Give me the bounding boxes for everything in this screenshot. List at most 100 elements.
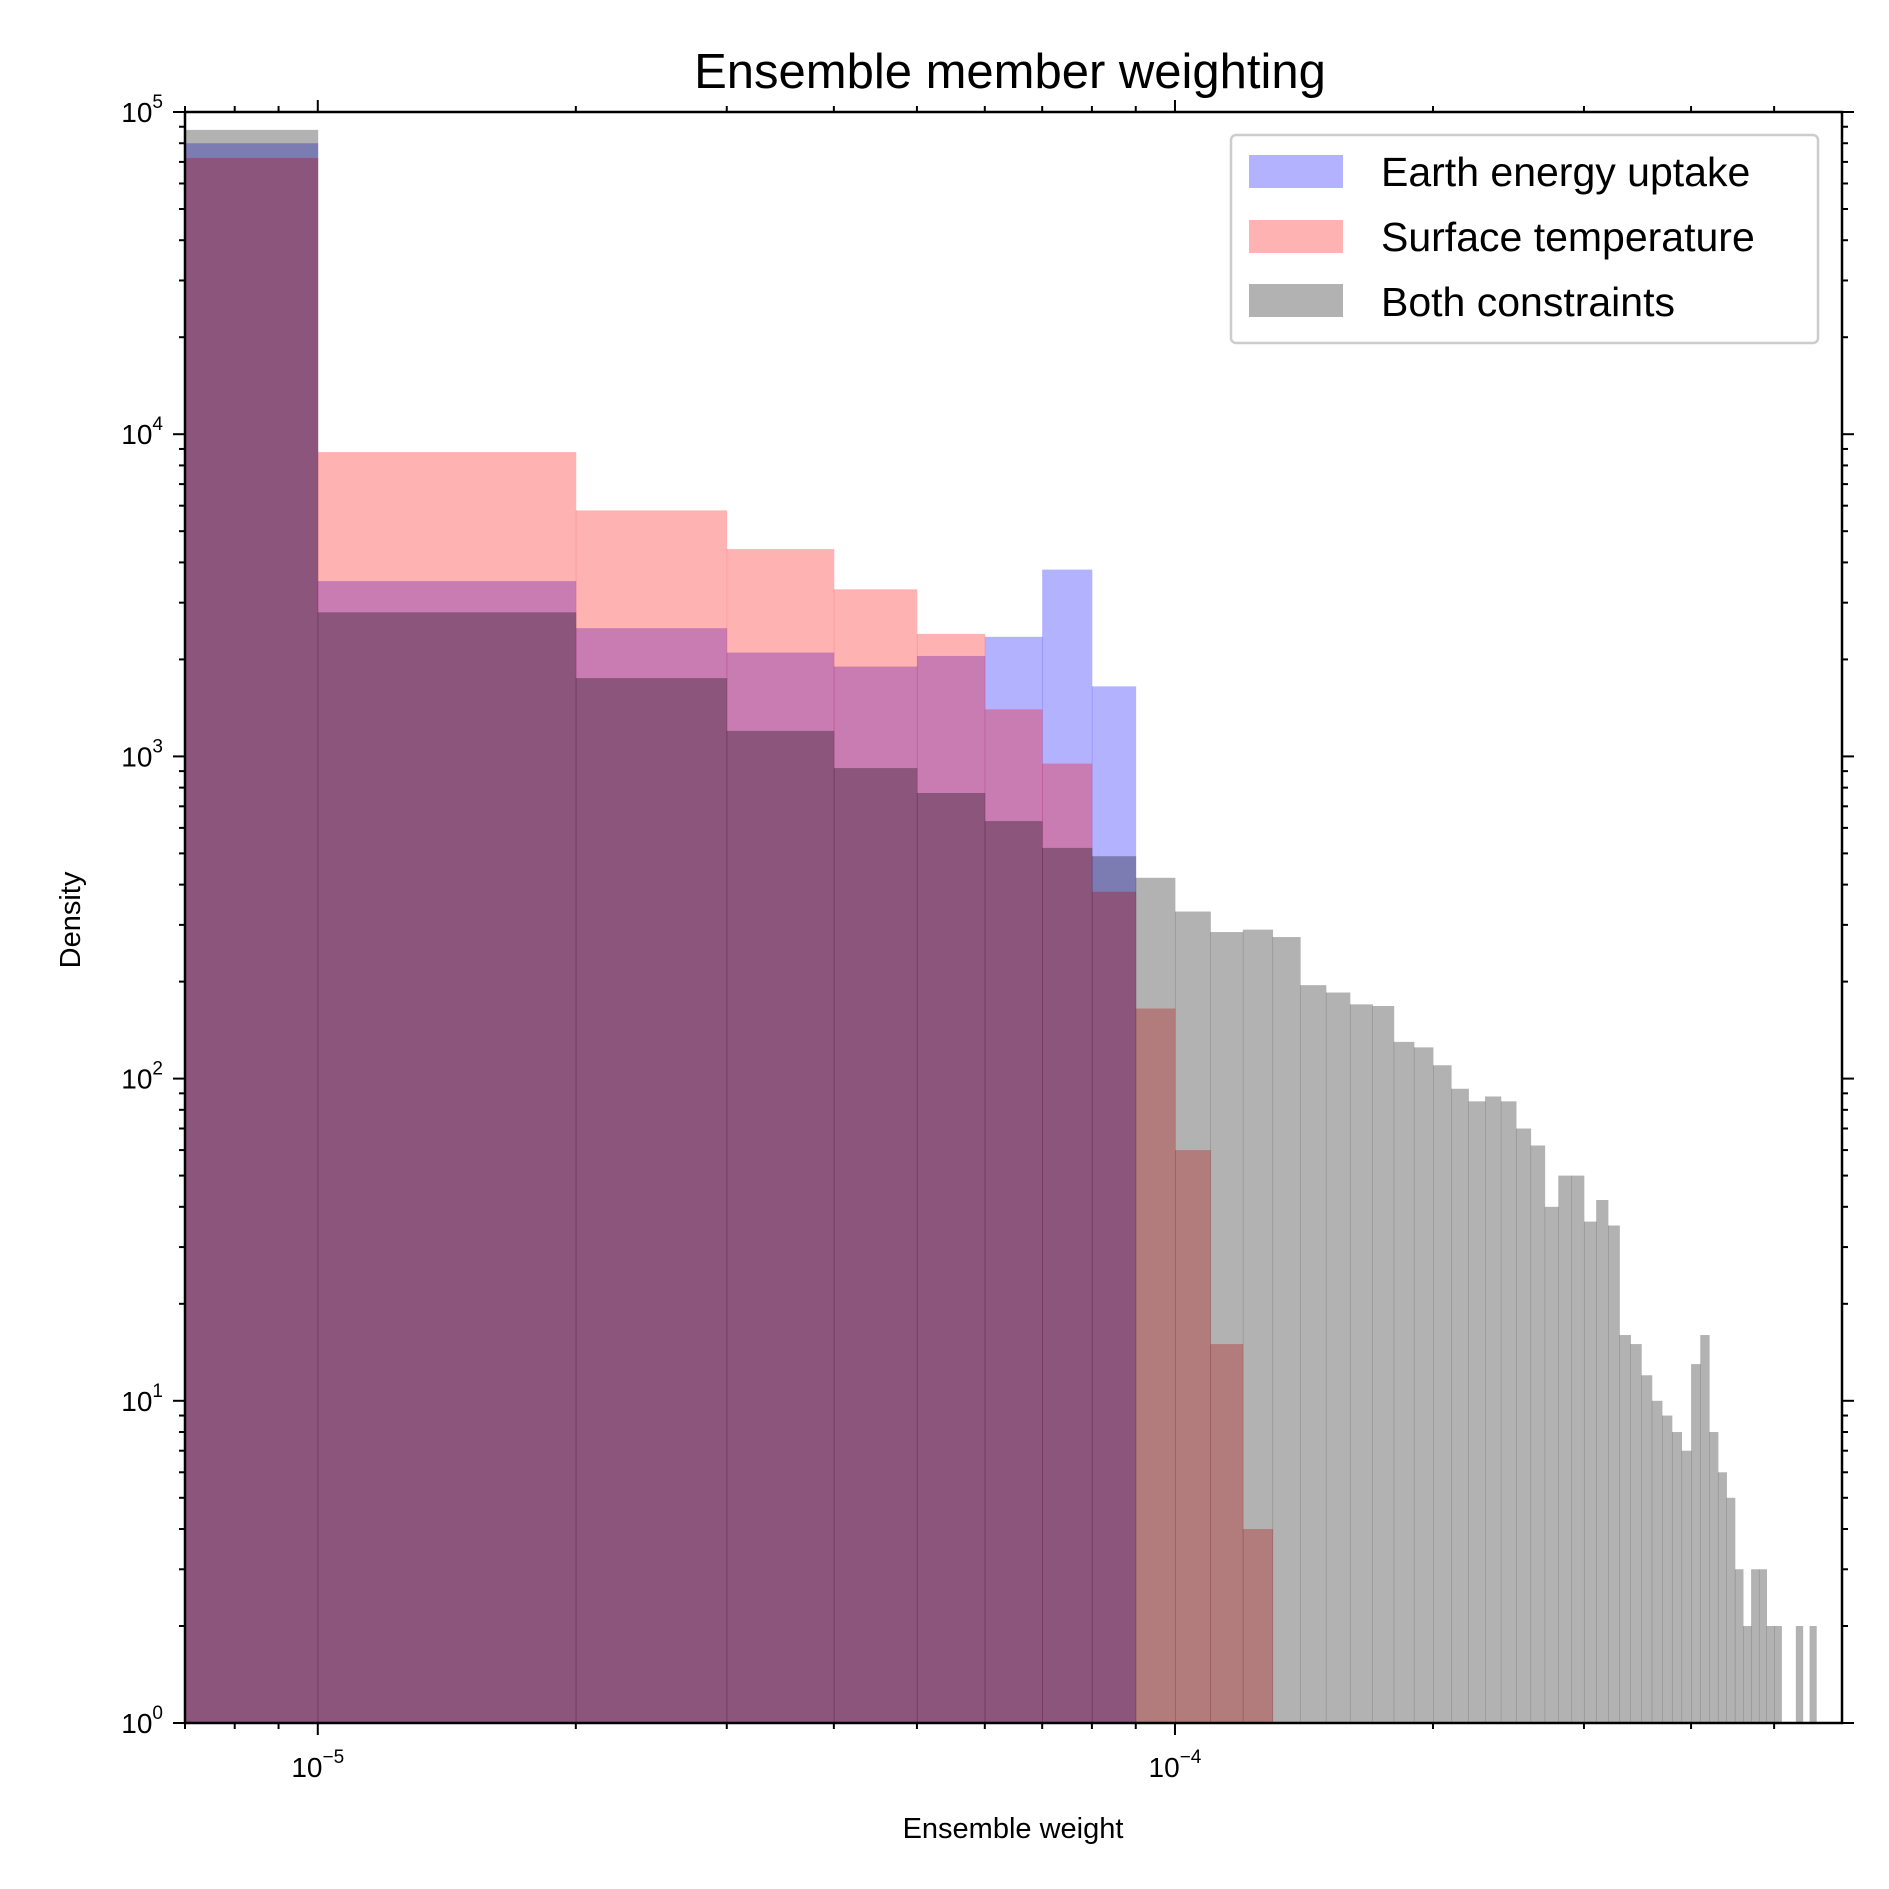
bar-both-constraints-3 — [726, 730, 835, 1723]
bar-both-constraints-2 — [575, 678, 728, 1723]
bar-both-constraints-26 — [1530, 1145, 1546, 1723]
bar-both-constraints-37 — [1662, 1415, 1673, 1723]
bar-both-constraints-30 — [1583, 1221, 1597, 1723]
bar-both-constraints-48 — [1758, 1569, 1768, 1723]
y-tick-label: 102 — [121, 1059, 163, 1095]
series-earth-energy-uptake — [185, 143, 1137, 1724]
y-tick-label: 100 — [121, 1703, 163, 1739]
bar-surface-temperature-9 — [1135, 1008, 1176, 1723]
legend-swatch-earth-energy-uptake — [1249, 155, 1343, 188]
bars-layer — [185, 129, 1817, 1724]
bar-both-constraints-16 — [1349, 1004, 1373, 1723]
bar-both-constraints-5 — [916, 792, 986, 1723]
bar-both-constraints-53 — [1795, 1626, 1804, 1723]
bar-both-constraints-10 — [1174, 911, 1211, 1723]
bar-both-constraints-19 — [1413, 1047, 1434, 1723]
bar-surface-temperature-3 — [726, 549, 835, 1723]
bar-both-constraints-0 — [185, 129, 319, 1723]
bar-both-constraints-46 — [1743, 1626, 1752, 1723]
bar-both-constraints-15 — [1325, 992, 1351, 1723]
bar-both-constraints-39 — [1681, 1450, 1692, 1723]
y-tick-label: 101 — [121, 1381, 163, 1417]
bar-surface-temperature-10 — [1174, 1150, 1211, 1723]
legend-label-both-constraints: Both constraints — [1381, 279, 1675, 325]
bar-surface-temperature-4 — [833, 589, 918, 1723]
x-axis-label: Ensemble weight — [903, 1813, 1124, 1845]
bar-earth-energy-uptake-8 — [1091, 686, 1137, 1723]
bar-both-constraints-34 — [1630, 1344, 1642, 1723]
bar-earth-energy-uptake-5 — [916, 655, 986, 1724]
x-tick-label: 10−5 — [291, 1747, 344, 1783]
bar-both-constraints-9 — [1135, 877, 1176, 1723]
bar-both-constraints-12 — [1242, 929, 1274, 1723]
bar-both-constraints-41 — [1700, 1335, 1710, 1723]
bar-both-constraints-42 — [1709, 1432, 1719, 1723]
bar-both-constraints-23 — [1485, 1096, 1502, 1723]
bar-both-constraints-8 — [1091, 856, 1137, 1723]
bar-surface-temperature-1 — [317, 452, 577, 1724]
legend-box — [1229, 133, 1820, 345]
bar-both-constraints-49 — [1766, 1626, 1775, 1723]
bar-both-constraints-50 — [1774, 1626, 1782, 1723]
bar-both-constraints-6 — [984, 821, 1043, 1723]
bar-both-constraints-17 — [1372, 1006, 1395, 1723]
bar-both-constraints-27 — [1544, 1206, 1559, 1723]
bar-both-constraints-14 — [1300, 985, 1327, 1723]
bar-both-constraints-35 — [1641, 1375, 1653, 1723]
series-surface-temperature — [185, 157, 1274, 1724]
bar-both-constraints-18 — [1393, 1041, 1415, 1723]
bar-surface-temperature-12 — [1242, 1529, 1274, 1723]
series-both-constraints — [185, 129, 1817, 1723]
bar-earth-energy-uptake-7 — [1042, 569, 1093, 1723]
bar-earth-energy-uptake-4 — [833, 666, 918, 1723]
bar-earth-energy-uptake-0 — [185, 143, 319, 1724]
bar-both-constraints-4 — [833, 768, 918, 1723]
legend-label-surface-temperature: Surface temperature — [1381, 214, 1755, 260]
bar-both-constraints-43 — [1717, 1472, 1727, 1723]
bar-both-constraints-22 — [1468, 1101, 1486, 1723]
bar-both-constraints-20 — [1433, 1065, 1452, 1723]
bar-both-constraints-47 — [1751, 1569, 1760, 1723]
bar-both-constraints-55 — [1809, 1626, 1817, 1723]
bar-earth-energy-uptake-1 — [317, 581, 577, 1723]
bar-both-constraints-28 — [1558, 1175, 1572, 1723]
bar-both-constraints-40 — [1691, 1364, 1701, 1723]
bar-surface-temperature-11 — [1210, 1344, 1244, 1723]
x-tick-label: 10−4 — [1149, 1747, 1202, 1783]
bar-both-constraints-36 — [1651, 1400, 1663, 1723]
bar-both-constraints-32 — [1607, 1225, 1620, 1723]
y-axis-label: Density — [55, 871, 87, 968]
bar-surface-temperature-2 — [575, 510, 728, 1723]
y-tick-label: 103 — [121, 736, 163, 772]
bar-both-constraints-25 — [1516, 1128, 1532, 1723]
ticks-layer: 100 101 102 103 104 105 10−5 10−4 — [121, 92, 1854, 1783]
bar-both-constraints-29 — [1571, 1175, 1585, 1723]
bar-both-constraints-11 — [1210, 932, 1244, 1723]
y-tick-label: 104 — [121, 414, 163, 450]
bar-both-constraints-24 — [1500, 1101, 1517, 1723]
bar-surface-temperature-5 — [916, 633, 986, 1723]
plot-frame — [183, 110, 1844, 1725]
bar-both-constraints-38 — [1671, 1432, 1683, 1723]
bar-earth-energy-uptake-3 — [726, 652, 835, 1723]
bar-surface-temperature-0 — [185, 157, 319, 1724]
bar-both-constraints-1 — [317, 612, 577, 1723]
bar-surface-temperature-6 — [984, 709, 1043, 1723]
y-tick-label: 105 — [121, 92, 163, 128]
bar-earth-energy-uptake-6 — [984, 636, 1043, 1723]
bar-both-constraints-13 — [1272, 937, 1301, 1723]
legend-swatch-both-constraints — [1249, 284, 1343, 317]
bar-both-constraints-7 — [1042, 847, 1093, 1723]
bar-both-constraints-31 — [1596, 1199, 1609, 1723]
bar-both-constraints-33 — [1619, 1335, 1631, 1723]
bar-surface-temperature-8 — [1091, 891, 1137, 1723]
bar-earth-energy-uptake-2 — [575, 628, 728, 1724]
chart-title: Ensemble member weighting — [694, 45, 1326, 99]
bar-both-constraints-21 — [1451, 1088, 1469, 1723]
bar-both-constraints-45 — [1734, 1569, 1744, 1723]
bar-surface-temperature-7 — [1042, 763, 1093, 1723]
bar-both-constraints-44 — [1726, 1497, 1736, 1723]
legend-swatch-surface-temperature — [1249, 220, 1343, 253]
legend-label-earth-energy-uptake: Earth energy uptake — [1381, 149, 1750, 195]
